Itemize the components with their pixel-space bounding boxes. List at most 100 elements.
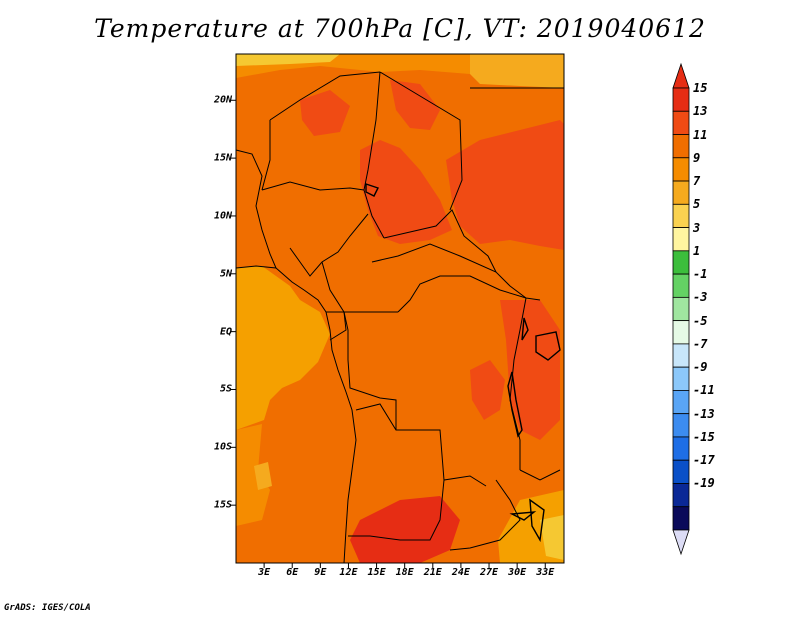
- y-tick-label: 10N: [213, 210, 232, 222]
- colorbar-segment: [672, 506, 690, 531]
- colorbar-top-arrow: [672, 62, 690, 89]
- lake-malawi: [529, 498, 545, 543]
- y-tick-label: 15S: [213, 499, 232, 511]
- colorbar-label: 11: [693, 127, 708, 142]
- colorbar-label: 15: [693, 81, 708, 95]
- coastline-west: [235, 265, 357, 564]
- y-ticks: [231, 99, 236, 506]
- x-tick-label: 21E: [423, 567, 442, 578]
- lake-albert: [521, 317, 529, 341]
- field-southeast-yellow: [540, 515, 564, 560]
- lake-victoria: [535, 331, 561, 361]
- y-tick-label: 10S: [213, 441, 232, 453]
- x-tick-label: 33E: [536, 567, 555, 578]
- border-east-c: [449, 479, 521, 551]
- colorbar-label: -19: [693, 476, 715, 491]
- field-core-north: [390, 80, 440, 130]
- colorbar-segment: [672, 436, 690, 461]
- colorbar-label: -1: [693, 267, 708, 282]
- field-north-yellow: [236, 54, 340, 66]
- colorbar-label: -11: [693, 383, 715, 398]
- colorbar-segment: [672, 366, 690, 391]
- colorbar-label: -13: [693, 406, 715, 421]
- x-tick-label: 3E: [258, 567, 271, 578]
- border-west-inner: [261, 120, 271, 191]
- field-core-south: [350, 496, 460, 563]
- border-angola: [355, 403, 487, 487]
- colorbar-segment: [672, 180, 690, 205]
- x-ticks: [263, 563, 546, 568]
- x-tick-label: 6E: [286, 567, 299, 578]
- x-tick-label: 12E: [339, 567, 358, 578]
- colorbar-segment: [672, 110, 690, 135]
- colorbar-segment: [672, 390, 690, 415]
- y-tick-label: 15N: [213, 152, 232, 164]
- colorbar-label: -17: [693, 453, 715, 468]
- temperature-field: [236, 54, 564, 563]
- field-core-east: [470, 360, 505, 420]
- colorbar-segment: [672, 459, 690, 484]
- field-core-sahel: [360, 140, 452, 244]
- colorbar-label: -5: [693, 313, 708, 328]
- colorbar-segment: [672, 250, 690, 275]
- colorbar-segment: [672, 273, 690, 298]
- colorbar-label: -9: [693, 360, 708, 375]
- colorbar-segment: [672, 320, 690, 345]
- country-borders: [235, 71, 564, 564]
- border-chad-west: [363, 71, 385, 239]
- border-nigeria: [261, 181, 365, 191]
- field-core-sudan: [446, 120, 564, 250]
- x-tick-label: 24E: [451, 567, 470, 578]
- colorbar-segment: [672, 413, 690, 438]
- colorbar-segment: [672, 296, 690, 322]
- field-core-northwest: [300, 90, 350, 136]
- colorbar-label: -3: [693, 290, 708, 305]
- colorbar-label: 1: [693, 243, 701, 258]
- colorbar-label: -7: [693, 336, 708, 351]
- colorbar-segment: [672, 134, 690, 159]
- lake-kariba: [509, 511, 537, 521]
- colorbar-label: 5: [693, 197, 701, 212]
- y-tick-label: EQ: [219, 326, 232, 338]
- border-drc-west: [343, 311, 397, 430]
- y-tick-label: 20N: [213, 94, 232, 106]
- y-tick-label: 5N: [219, 268, 232, 280]
- border-chad-south: [383, 209, 497, 273]
- colorbar-label: 7: [693, 174, 701, 189]
- x-tick-label: 27E: [479, 567, 499, 578]
- colorbar-label: -15: [693, 429, 715, 444]
- field-ocean-cool: [236, 266, 330, 430]
- lakes: [365, 183, 561, 543]
- colorbar-label: 9: [693, 150, 701, 165]
- border-zambia: [348, 479, 445, 541]
- colorbar-label: 13: [693, 104, 708, 119]
- colorbar-bottom-arrow: [672, 529, 690, 556]
- map-title: Temperature at 700hPa [C], VT: 201904061…: [94, 14, 706, 43]
- colorbar-segment: [672, 157, 690, 182]
- colorbar-segment: [672, 203, 690, 228]
- y-tick-label: 5S: [219, 383, 232, 395]
- field-northeast-cool: [470, 54, 564, 88]
- border-west-coast: [235, 149, 277, 269]
- colorbar-segment: [672, 87, 690, 112]
- x-tick-label: 30E: [508, 567, 527, 578]
- lake-chad: [365, 183, 379, 197]
- x-tick-label: 15E: [367, 567, 386, 578]
- border-north-a: [269, 71, 381, 121]
- x-tick-label: 18E: [395, 567, 414, 578]
- border-car: [371, 243, 527, 299]
- border-east-a: [519, 469, 561, 481]
- map-frame: [235, 53, 565, 564]
- credit-text: GrADS: IGES/COLA: [4, 603, 91, 613]
- colorbar-segment: [672, 483, 690, 508]
- colorbar-segment: [672, 343, 690, 368]
- border-gabon: [326, 311, 347, 341]
- field-ocean-cool-south: [236, 424, 270, 526]
- field-west-pocket: [254, 462, 272, 490]
- colorbar-label: 3: [693, 220, 701, 235]
- colorbar-segment: [672, 227, 690, 252]
- border-north-b: [379, 71, 463, 211]
- border-drc-north: [397, 275, 541, 313]
